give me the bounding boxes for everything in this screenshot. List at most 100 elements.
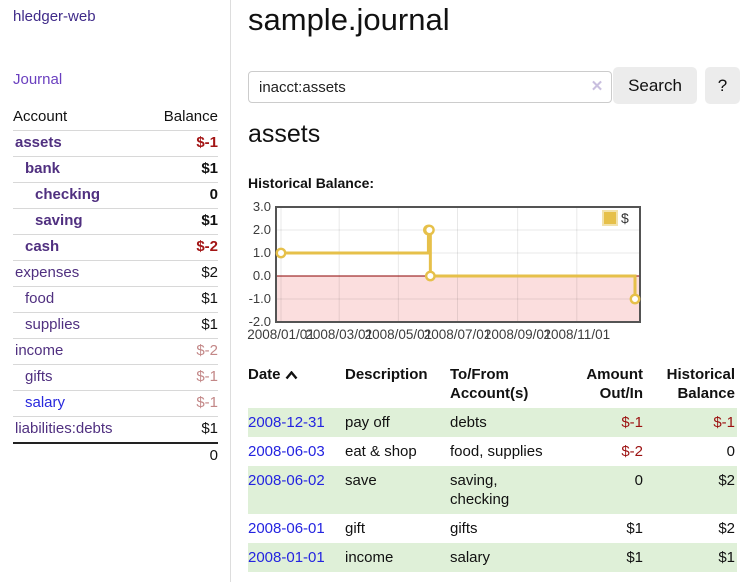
transaction-date-link[interactable]: 2008-01-01 <box>248 549 325 566</box>
account-link[interactable]: saving <box>35 212 83 229</box>
help-button[interactable]: ? <box>705 67 740 104</box>
transaction-description: income <box>345 549 394 566</box>
svg-text:2008/05/01: 2008/05/01 <box>365 327 433 342</box>
amount-column-header: Amount Out/In <box>586 366 643 402</box>
balance-column-header: Balance <box>163 108 218 125</box>
total-balance: 0 <box>145 442 218 469</box>
app-title-link[interactable]: hledger-web <box>13 8 96 25</box>
account-table-header-row: Account Balance <box>13 104 218 131</box>
account-heading: assets <box>248 120 321 148</box>
sort-ascending-icon <box>285 371 297 380</box>
account-balance: $-1 <box>145 130 218 157</box>
description-column-header: Description <box>345 366 428 383</box>
transaction-row[interactable]: 2008-06-01 gift gifts $1 $2 <box>248 514 737 543</box>
svg-text:-2.0: -2.0 <box>249 314 271 329</box>
svg-text:$: $ <box>621 210 629 226</box>
transactions-header-row: Date Description To/From Account(s) Amou… <box>248 360 737 408</box>
account-balance: $-2 <box>145 234 218 261</box>
transaction-date-link[interactable]: 2008-06-03 <box>248 443 325 460</box>
account-link[interactable]: expenses <box>15 264 80 281</box>
transaction-accounts: salary <box>450 549 491 566</box>
account-link[interactable]: food <box>25 290 55 307</box>
balance-column-header: Historical Balance <box>666 366 735 402</box>
transaction-amount: $-1 <box>621 414 643 431</box>
account-link[interactable]: income <box>15 342 64 359</box>
transaction-amount: $-2 <box>621 443 643 460</box>
svg-text:3.0: 3.0 <box>253 199 271 214</box>
account-link[interactable]: gifts <box>25 368 53 385</box>
transaction-description: save <box>345 472 377 489</box>
chart-title: Historical Balance: <box>248 175 375 191</box>
transaction-balance: 0 <box>726 443 735 460</box>
svg-text:2008/03/01: 2008/03/01 <box>305 327 373 342</box>
account-link[interactable]: checking <box>35 186 101 203</box>
date-column-header[interactable]: Date <box>248 360 345 408</box>
transaction-balance: $2 <box>718 520 735 537</box>
transaction-row[interactable]: 2008-12-31 pay off debts $-1 $-1 <box>248 408 737 437</box>
account-row: assets $-1 <box>13 130 218 157</box>
svg-text:2008/01/01: 2008/01/01 <box>247 327 315 342</box>
total-row: 0 <box>13 442 218 469</box>
account-link[interactable]: supplies <box>25 316 81 333</box>
account-link[interactable]: bank <box>25 160 61 177</box>
account-balance: 0 <box>145 182 218 209</box>
clear-search-icon[interactable]: ✕ <box>590 78 604 95</box>
transaction-date-link[interactable]: 2008-06-02 <box>248 472 325 489</box>
account-balance-table: Account Balance assets $-1 bank $1 checking 0… <box>13 104 218 469</box>
transaction-amount: $1 <box>626 549 643 566</box>
account-row: bank $1 <box>13 156 218 183</box>
account-balance: $1 <box>145 286 218 313</box>
account-link[interactable]: salary <box>25 394 66 411</box>
transaction-accounts: gifts <box>450 520 478 537</box>
transaction-balance: $-1 <box>713 414 735 431</box>
account-column-header: Account <box>13 108 68 125</box>
transaction-accounts: food, supplies <box>450 443 543 460</box>
transaction-row[interactable]: 2008-06-02 save saving, checking 0 $2 <box>248 466 737 514</box>
transaction-amount: 0 <box>634 472 643 489</box>
account-row: expenses $2 <box>13 260 218 287</box>
account-row: liabilities:debts $1 <box>13 416 218 443</box>
search-button[interactable]: Search <box>613 67 697 104</box>
transaction-balance: $2 <box>718 472 735 489</box>
account-row: food $1 <box>13 286 218 313</box>
account-link[interactable]: cash <box>25 238 60 255</box>
account-row: supplies $1 <box>13 312 218 339</box>
sidebar: hledger-web Journal Account Balance asse… <box>0 0 231 582</box>
transaction-row[interactable]: 2008-01-01 income salary $1 $1 <box>248 543 737 572</box>
sidebar-item-journal[interactable]: Journal <box>13 71 63 88</box>
transaction-description: gift <box>345 520 366 537</box>
transaction-balance: $1 <box>718 549 735 566</box>
transaction-description: pay off <box>345 414 390 431</box>
search-input[interactable] <box>248 71 612 103</box>
accounts-column-header: To/From Account(s) <box>450 366 529 402</box>
transaction-date-link[interactable]: 2008-12-31 <box>248 414 325 431</box>
account-row: income $-2 <box>13 338 218 365</box>
transaction-date-link[interactable]: 2008-06-01 <box>248 520 325 537</box>
svg-text:2008/07/01: 2008/07/01 <box>424 327 492 342</box>
account-balance: $-1 <box>145 390 218 417</box>
transaction-description: eat & shop <box>345 443 417 460</box>
svg-text:0.0: 0.0 <box>253 268 271 283</box>
transaction-row[interactable]: 2008-06-03 eat & shop food, supplies $-2 0 <box>248 437 737 466</box>
transactions-table: Date Description To/From Account(s) Amou… <box>248 360 737 572</box>
account-balance: $2 <box>145 260 218 287</box>
account-balance: $-2 <box>145 338 218 365</box>
page-title: sample.journal <box>248 2 450 37</box>
account-row: cash $-2 <box>13 234 218 261</box>
account-balance: $1 <box>145 312 218 339</box>
account-row: checking 0 <box>13 182 218 209</box>
account-row: gifts $-1 <box>13 364 218 391</box>
transaction-accounts: debts <box>450 414 487 431</box>
main-content: sample.journal ✕ Search ? assets Histori… <box>247 0 742 582</box>
account-link[interactable]: assets <box>15 134 62 151</box>
account-row: saving $1 <box>13 208 218 235</box>
transaction-accounts: saving, checking <box>450 472 510 508</box>
historical-balance-chart: $3.0 2.0 1.0 0.0 -1.0 -2.02008/01/012008/03/0… <box>247 199 641 342</box>
svg-text:2008/09/01: 2008/09/01 <box>484 327 552 342</box>
account-row: salary $-1 <box>13 390 218 417</box>
svg-text:1.0: 1.0 <box>253 245 271 260</box>
transaction-amount: $1 <box>626 520 643 537</box>
account-balance: $-1 <box>145 364 218 391</box>
account-link[interactable]: liabilities:debts <box>15 420 113 437</box>
